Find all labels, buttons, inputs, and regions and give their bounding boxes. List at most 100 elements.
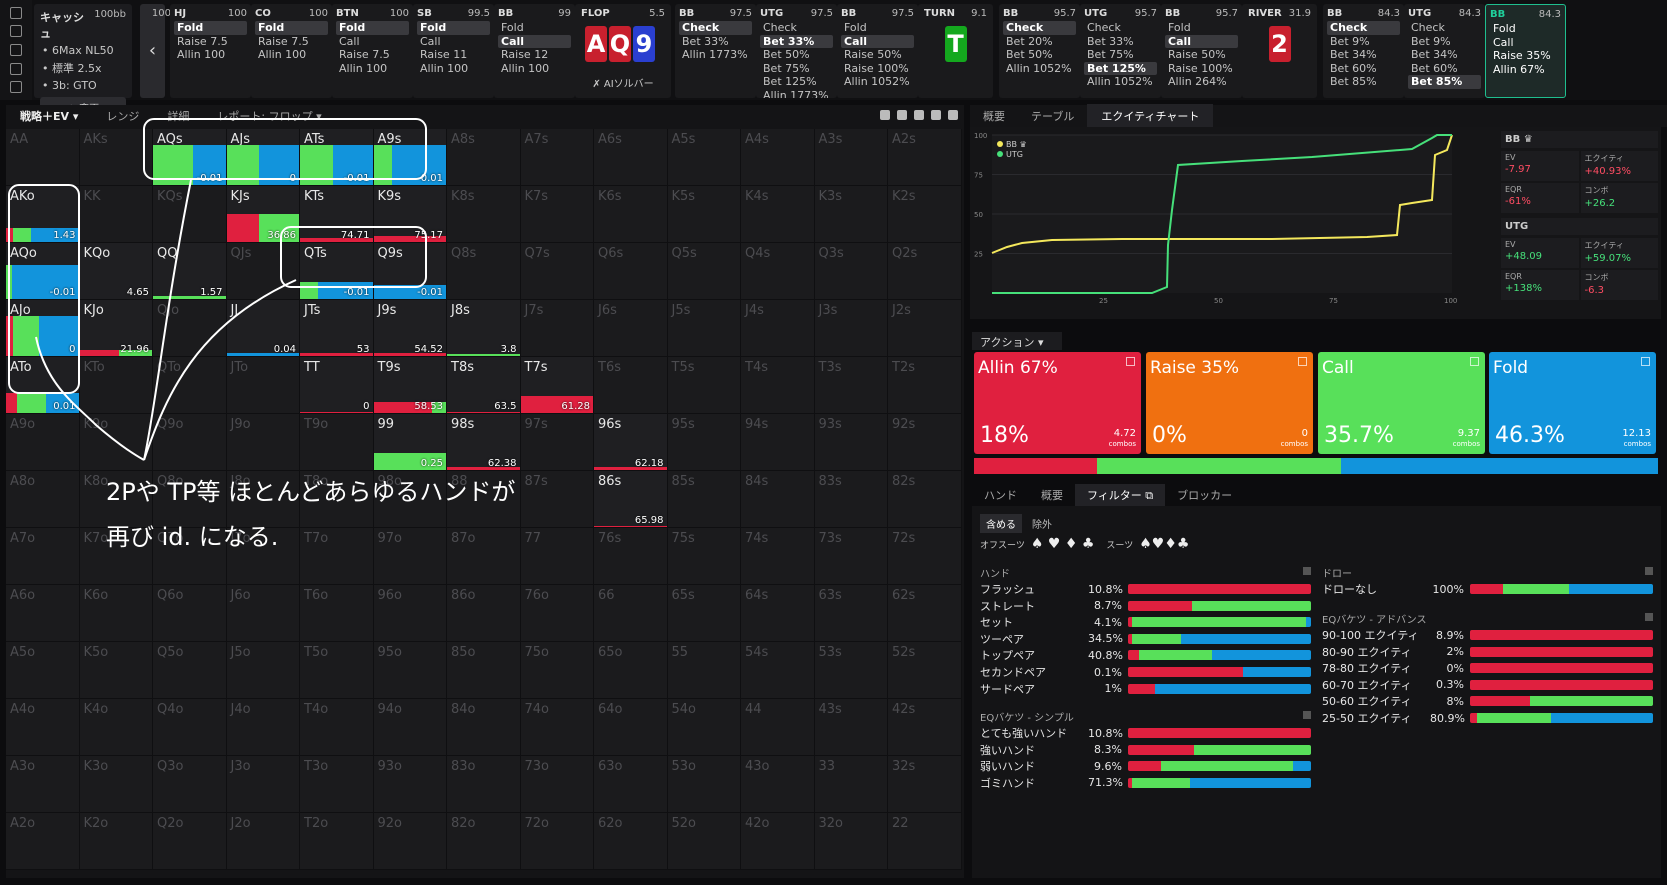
action-option[interactable]: Bet 20% — [1006, 34, 1053, 48]
action-option[interactable]: Fold — [336, 21, 409, 35]
hand-cell[interactable]: J8s 3.8 — [447, 300, 521, 357]
action-option[interactable]: Allin 100 — [258, 48, 307, 62]
hand-cell[interactable]: K7o — [79, 528, 153, 585]
hand-cell[interactable]: 65o — [594, 642, 668, 699]
section-toggle-icon[interactable] — [1645, 567, 1653, 575]
hand-cell[interactable]: T7o — [300, 528, 374, 585]
filter-row[interactable]: 78-80 エクイティ 0% — [1322, 660, 1653, 676]
hand-cell[interactable]: 72s — [888, 528, 962, 585]
hand-cell[interactable]: 53o — [667, 756, 741, 813]
hand-cell[interactable]: K5s — [667, 186, 741, 243]
filter-row[interactable]: 25-50 エクイティ 80.9% — [1322, 710, 1653, 726]
text-cursor-icon[interactable] — [10, 81, 22, 94]
hand-cell[interactable]: Q4s — [741, 243, 815, 300]
tab-1[interactable]: レンジ — [106, 110, 140, 123]
section-toggle-icon[interactable] — [1303, 711, 1311, 719]
action-option[interactable]: Check — [1003, 21, 1076, 35]
hand-cell[interactable]: A2o — [6, 813, 80, 870]
hand-cell[interactable]: KK — [79, 186, 153, 243]
hand-cell[interactable]: 94s — [741, 414, 815, 471]
right-tab-1[interactable]: テーブル — [1031, 110, 1075, 123]
hand-cell[interactable]: 96s 62.18 — [594, 414, 668, 471]
hand-cell[interactable]: 98s 62.38 — [447, 414, 521, 471]
hand-cell[interactable]: T2s — [888, 357, 962, 414]
hand-cell[interactable]: A7o — [6, 528, 80, 585]
hand-cell[interactable]: J7o — [226, 528, 300, 585]
hand-cell[interactable]: 97o — [373, 528, 447, 585]
hand-cell[interactable]: AKs — [79, 129, 153, 186]
hand-cell[interactable]: A4s — [741, 129, 815, 186]
hand-cell[interactable]: J9s 54.52 — [373, 300, 447, 357]
filter-row[interactable]: ゴミハンド 71.3% — [980, 775, 1311, 791]
filter-row[interactable]: 弱いハンド 9.6% — [980, 758, 1311, 774]
filter-row[interactable]: トップペア 40.8% — [980, 647, 1311, 663]
hand-cell[interactable]: K3o — [79, 756, 153, 813]
action-option[interactable]: Fold — [417, 21, 490, 35]
hand-cell[interactable]: Q5o — [153, 642, 227, 699]
hand-cell[interactable]: Q9s -0.01 — [373, 243, 447, 300]
action-option[interactable]: Allin 100 — [339, 61, 388, 75]
hand-cell[interactable]: 55 — [667, 642, 741, 699]
action-box-3[interactable]: Fold 46.3% 12.13 combos — [1489, 352, 1656, 454]
hand-cell[interactable]: K2s — [888, 186, 962, 243]
hand-cell[interactable]: 82o — [447, 813, 521, 870]
bottom-tab-1[interactable]: 概要 — [1041, 489, 1063, 502]
hand-cell[interactable]: QJs — [226, 243, 300, 300]
hand-cell[interactable]: 62s — [888, 585, 962, 642]
hand-cell[interactable]: K6o — [79, 585, 153, 642]
hand-cell[interactable]: T5s — [667, 357, 741, 414]
hand-cell[interactable]: 77 — [520, 528, 594, 585]
expand-icon[interactable] — [1298, 357, 1307, 366]
action-option[interactable]: Bet 33% — [760, 34, 833, 49]
hand-cell[interactable]: 75s — [667, 528, 741, 585]
action-option[interactable]: Bet 50% — [763, 48, 810, 62]
hand-cell[interactable]: Q6s — [594, 243, 668, 300]
hand-cell[interactable]: 85s — [667, 471, 741, 528]
filter-row[interactable]: セカンドペア 0.1% — [980, 664, 1311, 680]
board-card-flop[interactable]: FLOP 5.5 A Q 9 ✗ AIソルバー — [575, 4, 671, 98]
action-option[interactable]: Bet 34% — [1330, 48, 1377, 62]
action-option[interactable]: Call — [841, 34, 914, 49]
hand-cell[interactable]: J3o — [226, 756, 300, 813]
hand-cell[interactable]: Q8s — [447, 243, 521, 300]
hand-cell[interactable]: 72o — [520, 813, 594, 870]
filter-row[interactable]: セット 4.1% — [980, 614, 1311, 630]
action-option[interactable]: Bet 85% — [1408, 75, 1481, 89]
position-card-bb[interactable]: BB 95.7 Check Bet 20% Bet 50% Allin 1052% — [999, 4, 1080, 98]
hand-cell[interactable]: Q7o — [153, 528, 227, 585]
hand-cell[interactable]: T4o — [300, 699, 374, 756]
hand-cell[interactable]: 88 — [447, 471, 521, 528]
hand-cell[interactable]: Q2o — [153, 813, 227, 870]
action-option[interactable]: Bet 75% — [763, 61, 810, 75]
hand-cell[interactable]: J9o — [226, 414, 300, 471]
hand-cell[interactable]: J8o — [226, 471, 300, 528]
action-option[interactable]: Bet 125% — [763, 75, 817, 89]
hand-cell[interactable]: A2s — [888, 129, 962, 186]
position-card-bb[interactable]: BB 99 Fold Call Raise 12 Allin 100 — [494, 4, 575, 98]
hand-cell[interactable]: 95o — [373, 642, 447, 699]
hand-cell[interactable]: K4s — [741, 186, 815, 243]
board-card-river[interactable]: RIVER 31.9 2 — [1242, 4, 1317, 98]
hand-cell[interactable]: 63o — [594, 756, 668, 813]
hand-cell[interactable]: Q6o — [153, 585, 227, 642]
hand-cell[interactable]: 86o — [447, 585, 521, 642]
action-option[interactable]: Fold — [1168, 21, 1191, 34]
hand-cell[interactable]: K6s — [594, 186, 668, 243]
action-option[interactable]: Raise 100% — [844, 61, 909, 75]
hand-cell[interactable]: T6o — [300, 585, 374, 642]
hand-cell[interactable]: J4s — [741, 300, 815, 357]
action-option[interactable]: Raise 50% — [844, 48, 902, 62]
action-option[interactable]: Check — [1411, 21, 1445, 34]
action-option[interactable]: Raise 50% — [1168, 48, 1226, 62]
hand-cell[interactable]: A4o — [6, 699, 80, 756]
view-mode-icon[interactable] — [880, 110, 890, 120]
filter-row[interactable]: 強いハンド 8.3% — [980, 742, 1311, 758]
action-option[interactable]: Check — [1087, 21, 1121, 34]
action-option[interactable]: Allin 100 — [177, 48, 226, 62]
filter-row[interactable]: 60-70 エクイティ 0.3% — [1322, 677, 1653, 693]
position-card-bb[interactable]: BB 84.3 Fold Call Raise 35% Allin 67% — [1485, 4, 1566, 98]
filter-row[interactable]: サードペア 1% — [980, 681, 1311, 697]
hand-cell[interactable]: 99 0.25 — [373, 414, 447, 471]
hand-cell[interactable]: A6o — [6, 585, 80, 642]
hand-cell[interactable]: 64o — [594, 699, 668, 756]
